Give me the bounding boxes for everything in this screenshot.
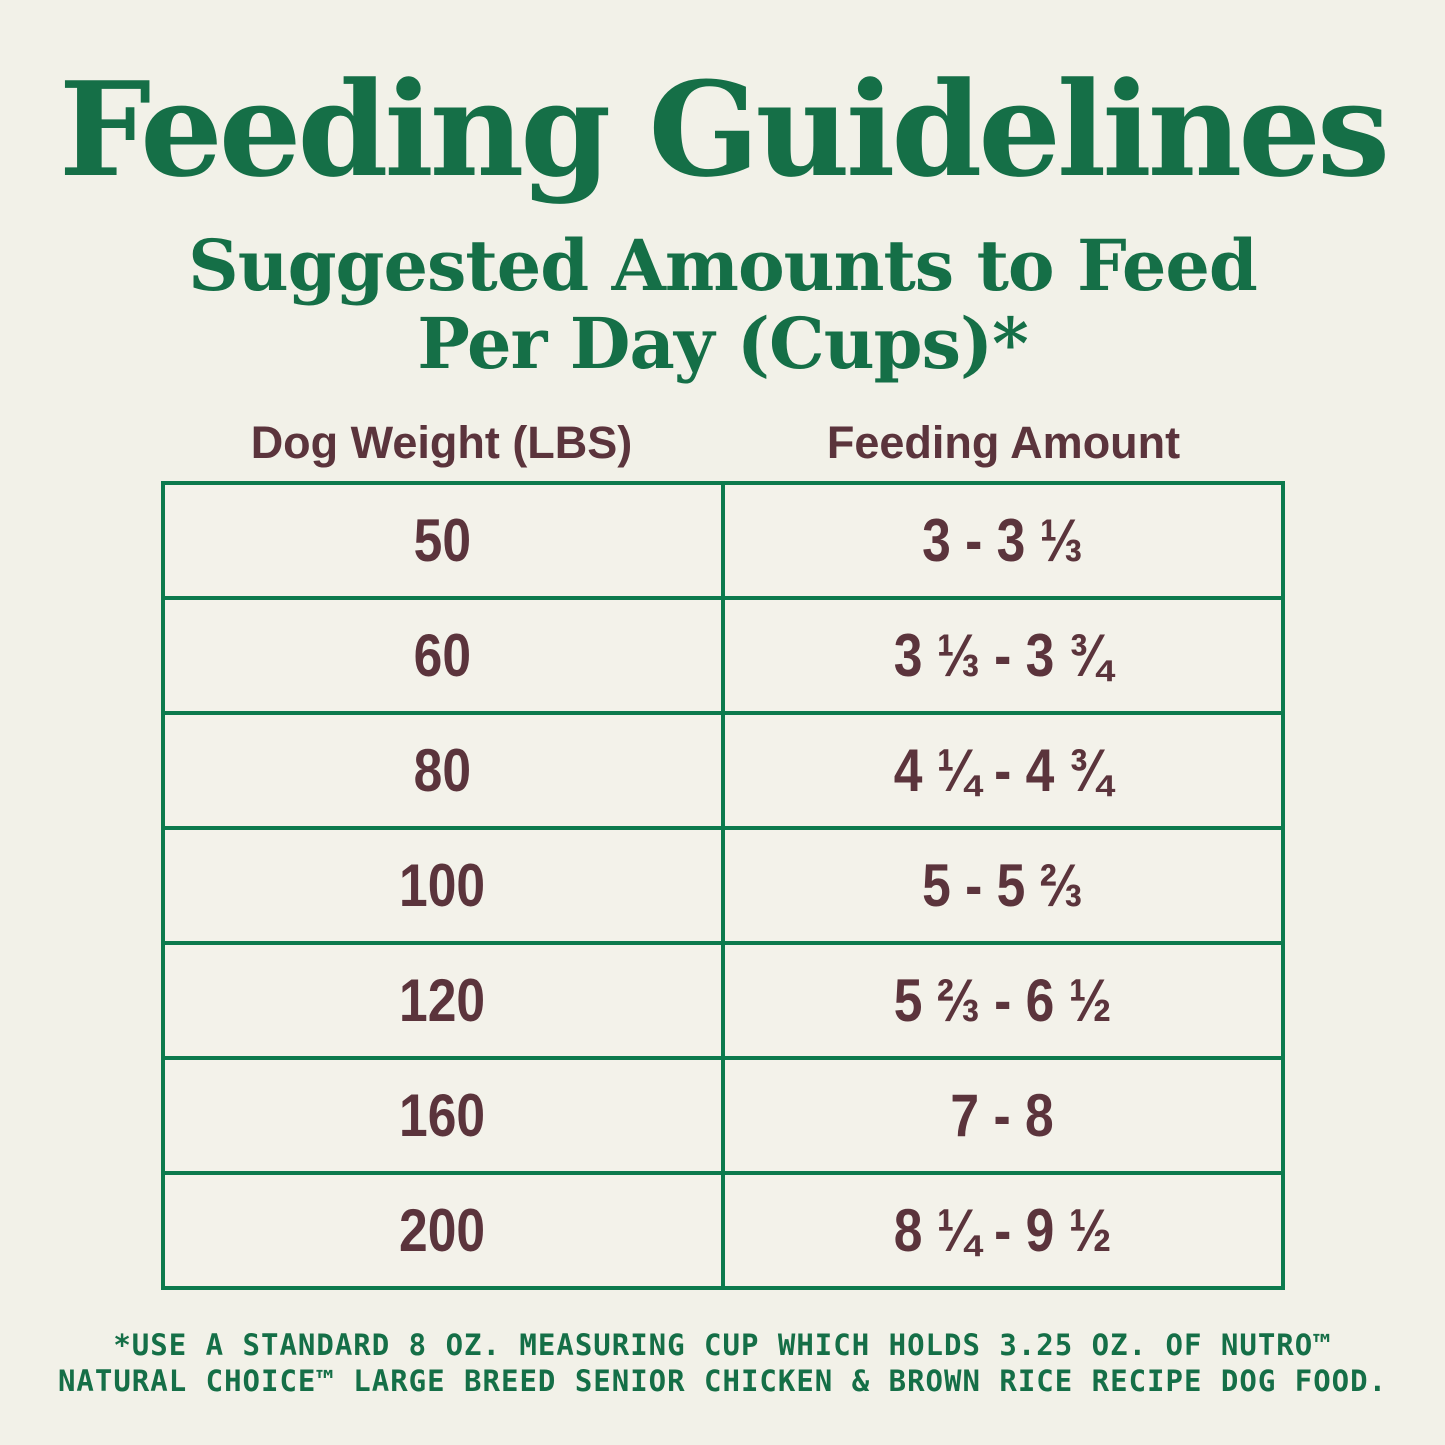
page-subtitle: Suggested Amounts to Feed Per Day (Cups)… <box>0 223 1445 385</box>
feeding-amount-value: 3 - 3 ⅓ <box>922 507 1083 575</box>
dog-weight-value: 200 <box>399 1197 486 1265</box>
feeding-amount-cell: 8 ¼ - 9 ½ <box>720 1171 1285 1291</box>
dog-weight-value: 80 <box>413 737 472 805</box>
feeding-amount-value: 7 - 8 <box>950 1082 1055 1150</box>
table-row: 100 5 - 5 ⅔ <box>160 826 1285 946</box>
feeding-amount-cell: 3 - 3 ⅓ <box>720 481 1285 601</box>
footnote-line-2: NATURAL CHOICE™ LARGE BREED SENIOR CHICK… <box>57 1363 1388 1398</box>
feeding-amount-value: 8 ¼ - 9 ½ <box>893 1197 1112 1265</box>
dog-weight-cell: 80 <box>160 711 725 831</box>
dog-weight-value: 100 <box>399 852 486 920</box>
subtitle-line-1: Suggested Amounts to Feed <box>188 223 1258 307</box>
measuring-cup-footnote: *USE A STANDARD 8 OZ. MEASURING CUP WHIC… <box>0 1328 1445 1399</box>
dog-weight-cell: 50 <box>160 481 725 601</box>
table-column-headers: Dog Weight (LBS) Feeding Amount <box>161 417 1285 469</box>
dog-weight-cell: 100 <box>160 826 725 946</box>
dog-weight-cell: 120 <box>160 941 725 1061</box>
feeding-amount-cell: 4 ¼ - 4 ¾ <box>720 711 1285 831</box>
table-row: 160 7 - 8 <box>160 1056 1285 1176</box>
table-row: 60 3 ⅓ - 3 ¾ <box>160 596 1285 716</box>
feeding-amount-cell: 7 - 8 <box>720 1056 1285 1176</box>
table-row: 200 8 ¼ - 9 ½ <box>160 1171 1285 1291</box>
dog-weight-value: 120 <box>399 967 486 1035</box>
feeding-amount-cell: 3 ⅓ - 3 ¾ <box>720 596 1285 716</box>
subtitle-line-2: Per Day (Cups)* <box>417 301 1028 385</box>
column-header-feeding-amount: Feeding Amount <box>826 417 1181 469</box>
dog-weight-cell: 160 <box>160 1056 725 1176</box>
footnote-line-1: *USE A STANDARD 8 OZ. MEASURING CUP WHIC… <box>113 1328 1332 1363</box>
dog-weight-value: 50 <box>413 507 472 575</box>
page-title: Feeding Guidelines <box>58 53 1390 206</box>
feeding-amount-value: 5 ⅔ - 6 ½ <box>893 967 1112 1035</box>
feeding-amount-cell: 5 ⅔ - 6 ½ <box>720 941 1285 1061</box>
feeding-amount-value: 5 - 5 ⅔ <box>922 852 1083 920</box>
feeding-table: 50 3 - 3 ⅓ 60 3 ⅓ - 3 ¾ 80 4 ¼ - 4 ¾ 100… <box>160 481 1285 1291</box>
dog-weight-cell: 60 <box>160 596 725 716</box>
table-row: 50 3 - 3 ⅓ <box>160 481 1285 601</box>
feeding-amount-value: 3 ⅓ - 3 ¾ <box>893 622 1112 690</box>
column-header-dog-weight: Dog Weight (LBS) <box>250 417 633 469</box>
table-row: 80 4 ¼ - 4 ¾ <box>160 711 1285 831</box>
feeding-amount-value: 4 ¼ - 4 ¾ <box>893 737 1112 805</box>
dog-weight-cell: 200 <box>160 1171 725 1291</box>
table-row: 120 5 ⅔ - 6 ½ <box>160 941 1285 1061</box>
dog-weight-value: 60 <box>413 622 472 690</box>
feeding-amount-cell: 5 - 5 ⅔ <box>720 826 1285 946</box>
dog-weight-value: 160 <box>399 1082 486 1150</box>
